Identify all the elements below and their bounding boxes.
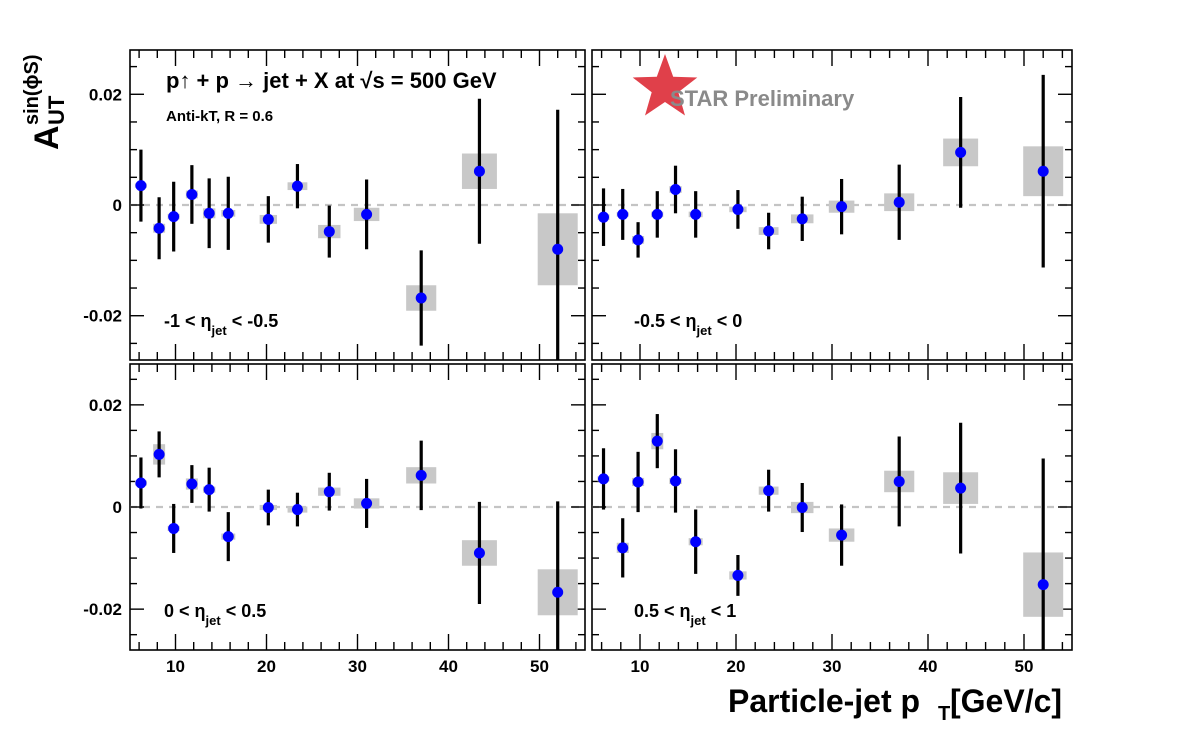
y-axis-label-sup: sin(ϕS)	[21, 54, 43, 125]
data-point	[203, 484, 215, 496]
data-point	[415, 292, 427, 304]
data-point	[617, 542, 629, 554]
data-point	[135, 180, 147, 192]
x-axis-label: Particle-jet p T [GeV/c]	[728, 683, 1062, 725]
x-axis-label-main: Particle-jet p	[728, 683, 920, 719]
data-point	[186, 188, 198, 200]
data-point	[222, 207, 234, 219]
y-axis-label: A UT sin(ϕS)	[21, 54, 69, 150]
panel-3: -0.02 0 0.02 10 20 30 40 50 0 < ηjet < 0.5	[83, 363, 586, 676]
y-tick-label: 0	[113, 196, 122, 215]
x-tick-label: 50	[530, 657, 549, 676]
data-point	[323, 486, 335, 498]
data-point	[651, 208, 663, 220]
data-point	[262, 502, 274, 514]
data-point	[291, 180, 303, 192]
chart-subtitle: Anti-kT, R = 0.6	[166, 108, 273, 125]
data-point	[153, 222, 165, 234]
data-point	[732, 203, 744, 215]
x-tick-label: 10	[166, 657, 185, 676]
data-point	[796, 502, 808, 514]
y-tick-label: -0.02	[83, 600, 122, 619]
data-point	[763, 225, 775, 237]
data-point	[893, 196, 905, 208]
data-point	[690, 536, 702, 548]
y-tick-label: 0.02	[89, 396, 122, 415]
data-point	[1037, 165, 1049, 177]
data-point	[598, 473, 610, 485]
star-icon	[632, 54, 698, 116]
data-point	[670, 184, 682, 195]
x-tick-label: 50	[1015, 657, 1034, 676]
panel-label: 0 < ηjet < 0.5	[164, 601, 266, 628]
y-axis-label-main: A	[28, 125, 66, 150]
panel-4: 10 20 30 40 50 0.5 < ηjet < 1	[591, 363, 1073, 676]
data-point	[598, 211, 610, 223]
data-point	[732, 569, 744, 581]
data-point	[552, 586, 564, 598]
data-point	[135, 477, 147, 489]
data-point	[690, 208, 702, 220]
x-tick-label: 40	[439, 657, 458, 676]
data-point	[323, 226, 335, 238]
y-axis-label-sub: UT	[44, 95, 69, 125]
panel-2: -0.5 < ηjet < 0	[591, 49, 1073, 361]
data-point	[262, 213, 274, 225]
data-point	[632, 476, 644, 488]
data-point	[893, 475, 905, 487]
data-point	[473, 547, 485, 559]
data-point	[415, 469, 427, 481]
chart-title: p↑ + p → jet + X at √s = 500 GeV	[166, 68, 497, 93]
y-tick-label: -0.02	[83, 307, 122, 326]
data-point	[168, 522, 180, 534]
data-point	[763, 485, 775, 497]
data-point	[186, 478, 198, 490]
x-tick-label: 20	[257, 657, 276, 676]
data-point	[222, 531, 234, 543]
data-point	[836, 201, 848, 213]
x-axis-label-unit: [GeV/c]	[950, 683, 1062, 719]
data-point	[1037, 579, 1049, 591]
panel-1: -0.02 0 0.02 -1 < ηjet < -0.5	[83, 49, 586, 361]
data-point	[617, 208, 629, 220]
panel-label: -1 < ηjet < -0.5	[164, 311, 278, 338]
x-tick-label: 10	[631, 657, 650, 676]
x-tick-label: 30	[348, 657, 367, 676]
watermark-text: STAR Preliminary	[670, 86, 855, 111]
y-tick-label: 0	[113, 498, 122, 517]
panel-label: -0.5 < ηjet < 0	[634, 311, 742, 338]
y-tick-label: 0.02	[89, 85, 122, 104]
data-point	[552, 243, 564, 255]
x-axis-label-sub: T	[938, 703, 950, 725]
data-point	[955, 146, 967, 158]
x-tick-label: 20	[727, 657, 746, 676]
data-point	[955, 482, 967, 494]
data-point	[670, 475, 682, 487]
data-point	[473, 165, 485, 177]
x-tick-label: 40	[919, 657, 938, 676]
panel-label: 0.5 < ηjet < 1	[634, 601, 736, 628]
data-point	[291, 504, 303, 516]
x-tick-label: 30	[823, 657, 842, 676]
data-point	[153, 448, 165, 460]
data-point	[361, 497, 373, 509]
data-point	[361, 208, 373, 220]
data-point	[168, 211, 180, 223]
data-point	[651, 435, 663, 447]
data-point	[836, 529, 848, 541]
panels-group: -0.02 0 0.02 -1 < ηjet < -0.5 -0.5 < ηjet < …	[83, 49, 1073, 676]
data-point	[203, 207, 215, 219]
star-preliminary-logo: STAR Preliminary	[632, 54, 855, 116]
data-point	[632, 234, 644, 246]
data-point	[796, 213, 808, 225]
